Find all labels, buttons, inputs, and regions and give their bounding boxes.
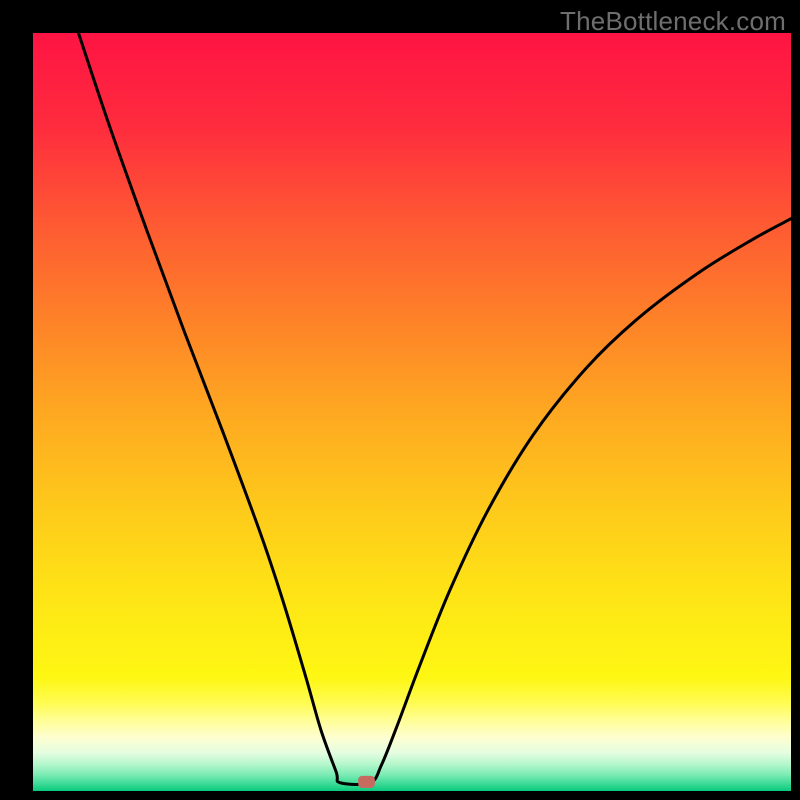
plot-area (33, 33, 791, 791)
minimum-marker (358, 776, 375, 788)
curve-path (78, 33, 791, 784)
bottleneck-curve (33, 33, 791, 791)
chart-frame: TheBottleneck.com (0, 0, 800, 800)
